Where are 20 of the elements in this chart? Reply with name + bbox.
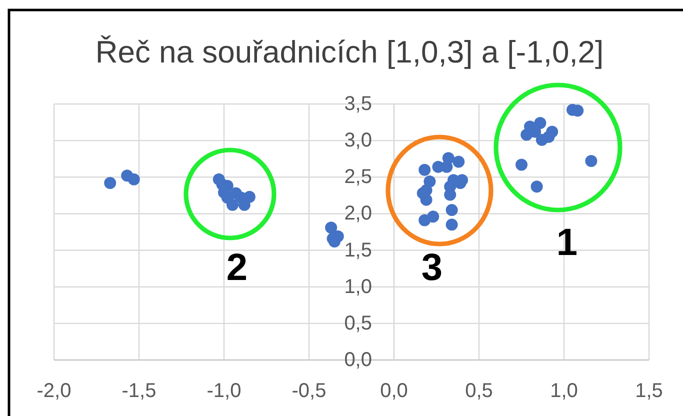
annotation: 1 [556,222,578,264]
x-tick-label: -0,5 [292,380,326,402]
x-tick-label: 0,5 [465,380,493,402]
y-tick-label: 2,5 [344,166,372,188]
y-tick-label: 1,5 [344,239,372,262]
x-tick-label: 0,0 [380,380,408,402]
x-tick-label: -1,0 [206,380,242,402]
y-tick-label: 0,0 [344,349,372,371]
y-tick-label: 1,0 [344,276,372,298]
x-tick-label: 1,5 [635,380,663,402]
annotation: 3 [421,247,443,289]
annotation: 2 [226,247,248,289]
x-tick-label: 1,0 [550,380,578,402]
x-tick-label: -1,5 [122,380,156,402]
y-tick-label: 3,5 [344,93,372,115]
y-tick-label: 3,0 [344,130,372,152]
chart-title: Řeč na souřadnicích [1,0,3] a [-1,0,2] [95,34,604,70]
y-tick-label: 2,0 [344,202,372,225]
x-tick-label: -2,0 [36,380,72,402]
y-tick-label: 0,5 [344,312,372,334]
